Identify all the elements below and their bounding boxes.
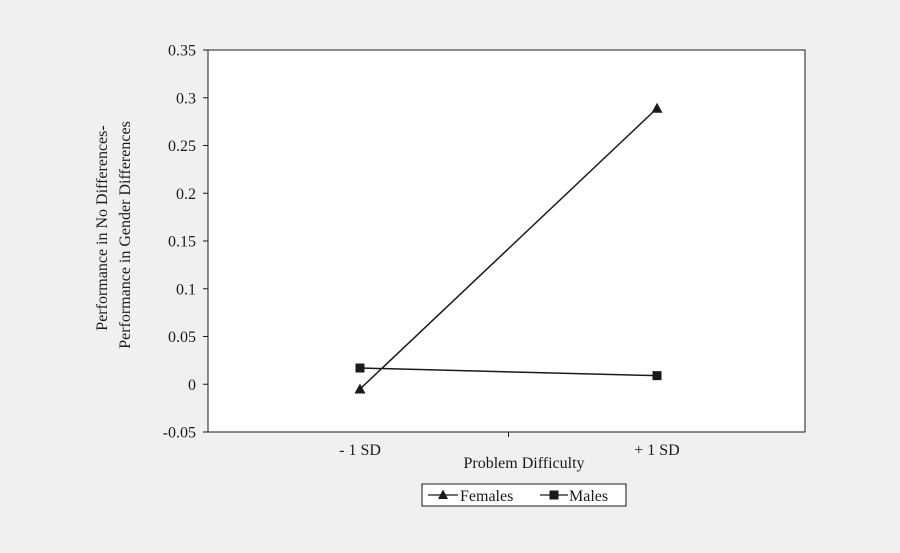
y-axis-label-line1: Performance in No Differences- [94, 125, 111, 330]
legend: Females Males [421, 483, 627, 507]
y-tick-label: -0.05 [163, 425, 196, 442]
legend-box [421, 483, 627, 507]
males-series-line [359, 367, 658, 377]
females-series-line [359, 107, 658, 390]
y-tick-label: 0.05 [168, 329, 196, 346]
legend-males-square-marker [549, 490, 559, 500]
y-tick-label: 0.35 [168, 43, 196, 60]
y-tick-label: 0 [188, 377, 196, 394]
y-tick-label: 0.15 [168, 234, 196, 251]
legend-males-label: Males [569, 488, 608, 505]
y-tick-label: 0.25 [168, 138, 196, 155]
females-point [354, 383, 366, 394]
y-tick-label: 0.1 [176, 281, 196, 298]
plot-area [207, 49, 806, 433]
x-axis-label: Problem Difficulty [463, 455, 584, 472]
males-point [652, 371, 662, 381]
y-axis-label-line2: Performance in Gender Differences [117, 121, 134, 349]
legend-females-triangle-marker [438, 489, 448, 499]
x-tick-label: - 1 SD [339, 442, 381, 459]
y-tick-label: 0.2 [176, 186, 196, 203]
y-tick-label: 0.3 [176, 90, 196, 107]
females-point [651, 102, 663, 113]
legend-females-label: Females [460, 488, 513, 505]
males-point [355, 363, 365, 373]
x-axis-ticks: - 1 SD + 1 SD [339, 432, 680, 459]
x-tick-label: + 1 SD [634, 442, 679, 459]
series-layer [354, 102, 663, 394]
y-axis-ticks: -0.05 0 0.05 0.1 0.15 0.2 0.25 0.3 0.35 [163, 43, 208, 442]
